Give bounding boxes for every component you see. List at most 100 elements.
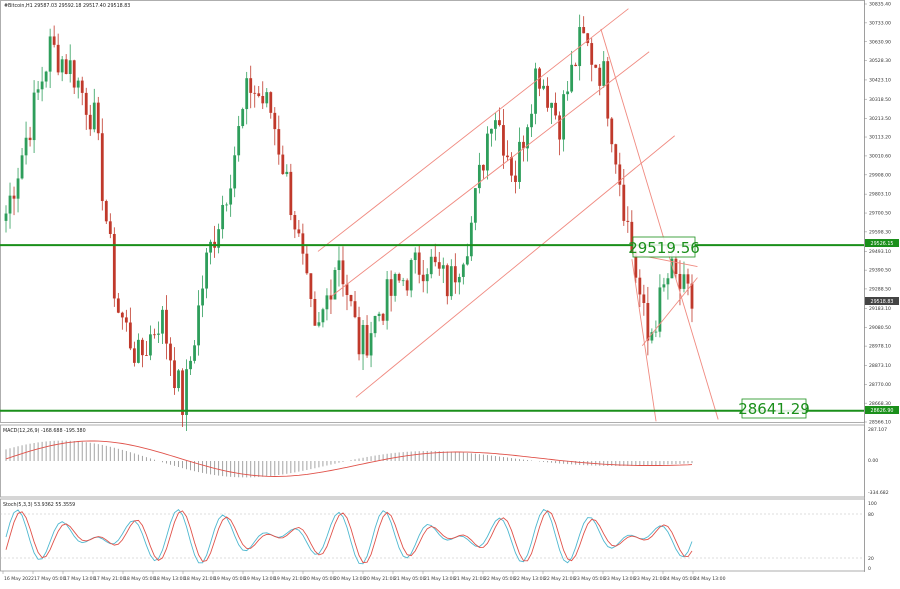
candle-body bbox=[602, 61, 606, 86]
stoch-tick-20: 20 bbox=[868, 556, 874, 562]
candle-body bbox=[658, 287, 662, 332]
time-tick-label: 18 May 21:00 bbox=[184, 576, 216, 582]
time-tick-label: 21 May 05:00 bbox=[394, 576, 426, 582]
candle-body bbox=[686, 274, 690, 284]
time-tick-label: 18 May 05:00 bbox=[124, 576, 156, 582]
candle-body bbox=[245, 78, 249, 110]
candle-body bbox=[80, 80, 84, 93]
candle-body bbox=[546, 85, 549, 108]
candle-body bbox=[269, 92, 273, 113]
candle-body bbox=[369, 333, 373, 356]
candle-body bbox=[317, 322, 321, 326]
time-tick-label: 17 May 21:00 bbox=[94, 576, 126, 582]
candle-body bbox=[405, 280, 409, 291]
candle-body bbox=[670, 258, 674, 279]
time-tick-label: 23 May 13:00 bbox=[604, 576, 636, 582]
candle-body bbox=[261, 96, 265, 104]
stoch-tick-80: 80 bbox=[868, 512, 874, 518]
trend-line[interactable] bbox=[331, 51, 650, 297]
candle-body bbox=[441, 265, 445, 269]
upper-annotation-box bbox=[632, 236, 696, 258]
candle-body bbox=[4, 213, 8, 221]
trend-line[interactable] bbox=[600, 28, 719, 420]
price-tick-label: 29908.00 bbox=[869, 172, 891, 178]
time-tick-label: 17 May 05:00 bbox=[34, 576, 66, 582]
candle-body bbox=[237, 126, 241, 156]
candle-body bbox=[365, 325, 369, 356]
candle-body bbox=[574, 64, 578, 67]
candle-body bbox=[389, 279, 393, 296]
candle-body bbox=[149, 334, 152, 356]
time-tick-label: 24 May 05:00 bbox=[664, 576, 696, 582]
candle-body bbox=[510, 157, 513, 176]
candle-body bbox=[349, 295, 353, 302]
candle-body bbox=[562, 94, 566, 140]
price-tick-label: 28978.10 bbox=[869, 344, 891, 350]
candle-body bbox=[373, 315, 377, 334]
candle-body bbox=[289, 171, 293, 216]
candle-body bbox=[690, 283, 694, 309]
candle-body bbox=[193, 345, 196, 361]
time-tick-label: 21 May 13:00 bbox=[424, 576, 456, 582]
candle-body bbox=[381, 313, 385, 321]
current-price-badge-text: 29518.83 bbox=[871, 299, 894, 305]
candle-body bbox=[498, 120, 501, 126]
candle-body bbox=[437, 262, 441, 269]
candle-body bbox=[646, 303, 650, 341]
candle-body bbox=[473, 188, 477, 223]
candle-body bbox=[586, 33, 590, 44]
candle-body bbox=[594, 64, 598, 68]
candle-body bbox=[233, 155, 237, 189]
candle-body bbox=[674, 258, 678, 274]
candle-body bbox=[48, 36, 52, 72]
candle-body bbox=[116, 298, 120, 313]
candle-body bbox=[393, 273, 397, 296]
candle-body bbox=[654, 331, 658, 333]
time-tick-label: 21 May 21:00 bbox=[454, 576, 486, 582]
candle-body bbox=[72, 60, 76, 88]
candle-body bbox=[530, 113, 533, 128]
candle-body bbox=[554, 102, 558, 116]
trend-line[interactable] bbox=[631, 259, 657, 422]
trend-line[interactable] bbox=[641, 277, 698, 347]
candle-body bbox=[100, 133, 104, 202]
price-tick-label: 29700.50 bbox=[869, 211, 891, 217]
candle-body bbox=[534, 68, 537, 114]
candle-body bbox=[542, 85, 545, 89]
candle-body bbox=[409, 260, 413, 291]
price-tick-label: 29493.10 bbox=[869, 249, 891, 255]
candle-body bbox=[618, 164, 622, 185]
trend-line[interactable] bbox=[317, 8, 629, 252]
price-tick-label: 30528.30 bbox=[869, 58, 891, 64]
candle-body bbox=[40, 81, 44, 90]
candle-body bbox=[181, 370, 184, 415]
candle-body bbox=[32, 92, 36, 141]
candle-body bbox=[177, 370, 180, 389]
candle-body bbox=[145, 355, 148, 356]
candle-body bbox=[678, 273, 682, 289]
candle-body bbox=[108, 221, 112, 234]
candle-body bbox=[666, 278, 670, 285]
candle-body bbox=[425, 274, 429, 282]
price-tick-label: 30010.60 bbox=[869, 154, 891, 160]
candle-body bbox=[514, 175, 517, 182]
price-tick-label: 30423.10 bbox=[869, 78, 891, 84]
candle-body bbox=[610, 118, 614, 145]
time-tick-label: 19 May 05:00 bbox=[214, 576, 246, 582]
candle-body bbox=[185, 369, 188, 415]
price-tick-label: 30733.00 bbox=[869, 20, 891, 26]
trend-line[interactable] bbox=[355, 135, 675, 398]
candle-body bbox=[20, 155, 24, 179]
resistance-price-badge bbox=[865, 239, 899, 247]
macd-signal-line bbox=[5, 440, 693, 477]
candle-body bbox=[24, 137, 28, 156]
candle-body bbox=[341, 260, 345, 285]
candle-body bbox=[265, 92, 269, 104]
candle-body bbox=[682, 274, 686, 289]
stoch-k-line bbox=[5, 508, 693, 565]
price-tick-label: 28770.00 bbox=[869, 382, 891, 388]
candle-body bbox=[104, 201, 108, 222]
candle-body bbox=[229, 188, 233, 205]
candle-body bbox=[205, 252, 208, 289]
